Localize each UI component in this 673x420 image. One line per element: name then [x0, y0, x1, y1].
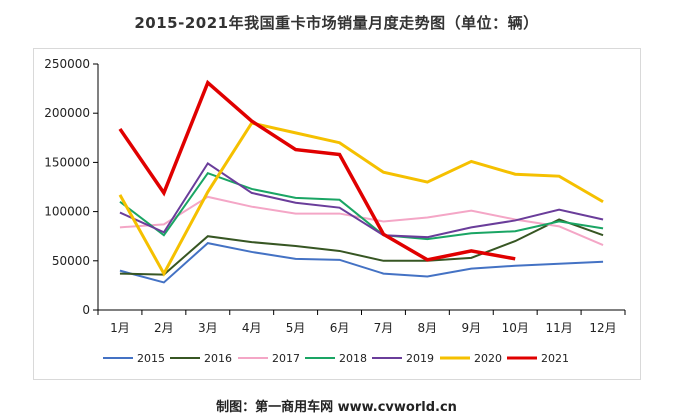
x-tick-label: 1月: [110, 321, 130, 335]
legend-label: 2017: [272, 352, 300, 365]
series-line-2019: [119, 161, 604, 239]
series-line-2016: [119, 218, 604, 276]
chart-title: 2015-2021年我国重卡市场销量月度走势图（单位：辆）: [134, 14, 539, 32]
x-tick-label: 9月: [461, 321, 481, 335]
x-tick-label: 7月: [374, 321, 394, 335]
chart-frame: [33, 48, 641, 380]
x-tick-label: 3月: [198, 321, 218, 335]
x-tick-label: 5月: [286, 321, 306, 335]
series-line-2021: [118, 79, 516, 262]
x-tick-label: 10月: [502, 321, 529, 335]
series-line-2020: [118, 121, 604, 277]
series-line-2015: [119, 242, 604, 284]
legend-label: 2020: [474, 352, 502, 365]
x-tick-label: 11月: [545, 321, 572, 335]
y-tick-label: 100000: [44, 205, 90, 219]
y-tick-label: 200000: [44, 106, 90, 120]
x-tick-label: 8月: [418, 321, 438, 335]
x-tick-label: 6月: [330, 321, 350, 335]
x-tick-label: 4月: [242, 321, 262, 335]
legend-label: 2015: [137, 352, 165, 365]
x-tick-label: 2月: [154, 321, 174, 335]
y-tick-label: 150000: [44, 155, 90, 169]
legend-label: 2016: [204, 352, 232, 365]
legend-label: 2021: [541, 352, 569, 365]
y-tick-label: 250000: [44, 57, 90, 71]
legend-label: 2019: [406, 352, 434, 365]
y-tick-label: 50000: [52, 254, 90, 268]
x-tick-label: 12月: [589, 321, 616, 335]
legend-label: 2018: [339, 352, 367, 365]
footer-credit: 制图：第一商用车网 www.cvworld.cn: [216, 400, 457, 415]
y-tick-label: 0: [82, 303, 90, 317]
series-line-2018: [119, 172, 604, 241]
